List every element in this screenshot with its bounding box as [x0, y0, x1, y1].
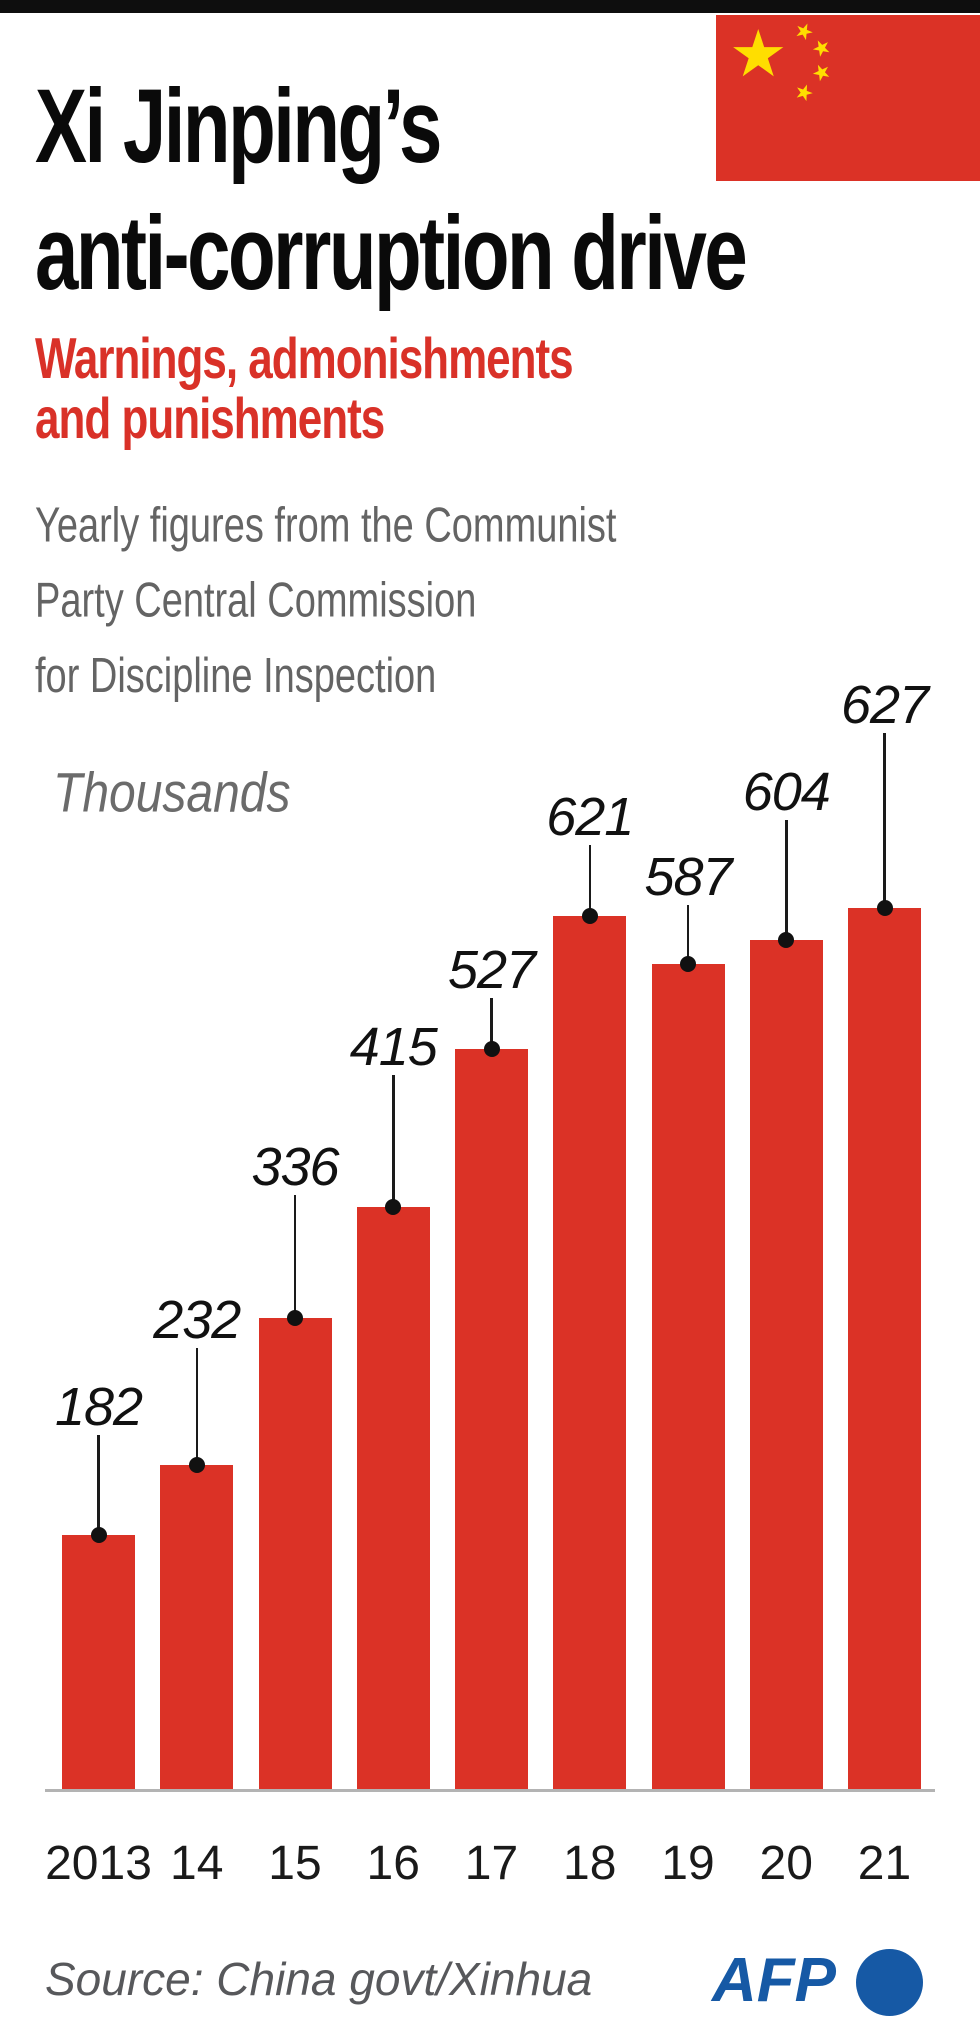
afp-logo-circle-icon — [856, 1949, 923, 2016]
x-tick-15: 15 — [268, 1837, 322, 1890]
bar-18 — [553, 916, 627, 1792]
afp-logo-text: AFP — [712, 1946, 836, 2015]
x-tick-21: 21 — [857, 1837, 912, 1890]
data-point-dot — [581, 908, 598, 924]
x-tick-20: 20 — [759, 1837, 813, 1890]
value-label-2013: 182 — [54, 1377, 143, 1437]
callout-line — [588, 845, 591, 916]
value-label-18: 621 — [546, 787, 634, 847]
data-point-dot — [778, 932, 795, 948]
callout-line — [97, 1435, 100, 1535]
callout-line — [686, 905, 690, 964]
bar-15 — [258, 1318, 332, 1792]
x-tick-16: 16 — [366, 1837, 420, 1890]
callout-line — [490, 998, 493, 1049]
callout-line — [785, 820, 788, 940]
y-axis-unit-label: Thousands — [53, 763, 291, 825]
bar-2013 — [62, 1535, 135, 1792]
x-tick-18: 18 — [563, 1837, 617, 1890]
bar-16 — [356, 1207, 430, 1792]
source-credit: Source: China govt/Xinhua — [45, 1953, 593, 2005]
value-label-21: 627 — [840, 675, 929, 735]
bar-21 — [848, 908, 921, 1792]
data-point-dot — [483, 1041, 500, 1057]
value-label-16: 415 — [349, 1017, 438, 1077]
page-title: Xi Jinping’s anti-corruption drive — [35, 66, 748, 312]
bar-14 — [160, 1465, 234, 1792]
callout-line — [883, 733, 886, 908]
flag-stars — [733, 23, 830, 102]
chart-subtitle: Warnings, admonishments and punishments — [35, 327, 574, 451]
x-tick-19: 19 — [661, 1837, 715, 1890]
value-label-17: 527 — [447, 940, 536, 1000]
value-label-19: 587 — [644, 847, 732, 907]
china-flag-icon — [716, 15, 980, 181]
x-tick-14: 14 — [170, 1837, 224, 1890]
x-axis-baseline — [45, 1789, 935, 1792]
callout-line — [392, 1075, 395, 1207]
data-point-dot — [188, 1457, 205, 1473]
value-label-20: 604 — [742, 762, 831, 822]
afp-logo: AFP — [712, 1948, 932, 2016]
x-tick-17: 17 — [464, 1837, 519, 1890]
data-point-dot — [876, 900, 893, 916]
bar-19 — [651, 964, 725, 1792]
bar-20 — [749, 940, 823, 1792]
value-label-14: 232 — [153, 1290, 241, 1350]
bar-17 — [455, 1049, 528, 1792]
top-black-bar — [0, 0, 980, 13]
data-point-dot — [287, 1310, 303, 1326]
value-label-15: 336 — [251, 1137, 339, 1197]
chart-description: Yearly figures from the Communist Party … — [35, 498, 617, 704]
x-tick-2013: 2013 — [45, 1837, 152, 1890]
data-point-dot — [385, 1199, 402, 1215]
callout-line — [195, 1348, 198, 1465]
data-point-dot — [90, 1527, 107, 1543]
data-point-dot — [680, 956, 696, 972]
callout-line — [293, 1195, 297, 1318]
